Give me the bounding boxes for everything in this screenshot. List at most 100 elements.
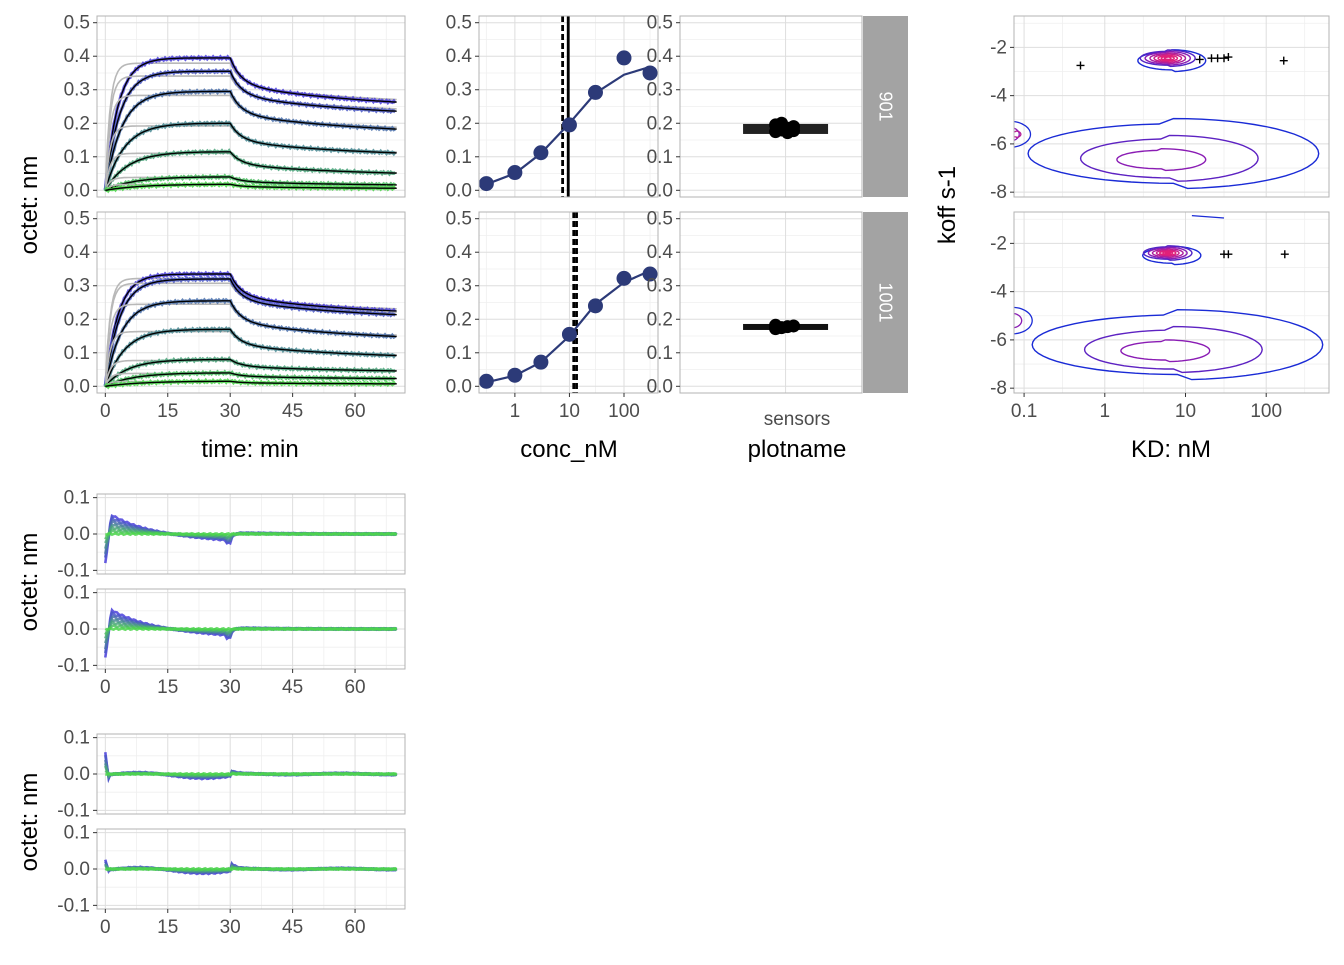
x-axis-title: KD: nM bbox=[1131, 436, 1211, 463]
x-tick-label: 30 bbox=[220, 917, 241, 938]
sensor-point bbox=[769, 318, 783, 332]
panel-border bbox=[478, 211, 659, 394]
panel-plot-area bbox=[743, 16, 829, 197]
kd-estimate-cross bbox=[1220, 54, 1228, 63]
plotname-panel-901: 0.0 0.1 0.2 0.3 0.4 0.5 bbox=[647, 13, 863, 201]
local-fit-curve bbox=[104, 70, 397, 191]
dose-point bbox=[642, 65, 658, 81]
y-tick-label: -6 bbox=[990, 330, 1007, 351]
x-axis-title: conc_nM bbox=[520, 436, 617, 463]
kd-estimate-cross bbox=[1279, 56, 1288, 65]
density-contour bbox=[1031, 308, 1324, 381]
facet-strip bbox=[863, 212, 908, 393]
density-contour bbox=[1164, 251, 1172, 255]
x-tick-label: 10 bbox=[559, 401, 580, 422]
y-tick-label: 0.3 bbox=[446, 276, 472, 297]
sensorgram-panel-1001: 0.0 0.1 0.2 0.3 0.4 0.5 0 15 30 45 60 bbox=[64, 209, 406, 422]
panel-plot-area bbox=[1014, 214, 1324, 381]
sensor-point bbox=[787, 319, 801, 333]
kd-estimate-cross bbox=[1280, 250, 1289, 259]
panel-plot-area bbox=[103, 270, 397, 390]
y-tick-label: -0.1 bbox=[57, 895, 90, 916]
panel-border bbox=[96, 211, 406, 394]
x-tick-label: 0 bbox=[100, 677, 111, 698]
density-contour bbox=[1163, 56, 1172, 61]
local-fit-curve bbox=[104, 358, 397, 387]
density-contour bbox=[1079, 134, 1259, 182]
panel-plot-area bbox=[104, 607, 398, 658]
x-tick-label: 0 bbox=[100, 401, 111, 422]
density-contour bbox=[1157, 54, 1179, 62]
x-tick-label: 45 bbox=[282, 677, 303, 698]
kd-estimate-cross bbox=[1076, 61, 1085, 70]
local-fit-curve bbox=[105, 380, 397, 387]
y-tick-label: 0.1 bbox=[64, 728, 90, 749]
density-contour bbox=[1147, 246, 1188, 260]
y-tick-label: 0.4 bbox=[64, 242, 91, 263]
x-tick-label: 1 bbox=[1099, 401, 1110, 422]
dose-point bbox=[561, 117, 577, 133]
residual-trace bbox=[105, 771, 398, 777]
y-tick-label: 0.1 bbox=[446, 147, 472, 168]
y-tick-label: 0.0 bbox=[446, 180, 472, 201]
panel-border bbox=[679, 211, 863, 394]
dose-point bbox=[616, 270, 632, 286]
panel-plot-area bbox=[104, 752, 398, 784]
panel-plot-area bbox=[743, 212, 829, 393]
y-tick-label: -6 bbox=[990, 134, 1007, 155]
panel-border bbox=[96, 15, 406, 198]
facet-strip bbox=[863, 16, 908, 197]
x-tick-label: 15 bbox=[157, 677, 178, 698]
density-contour bbox=[1083, 325, 1263, 374]
x-tick-label: 30 bbox=[220, 401, 241, 422]
y-axis-title: octet: nm bbox=[16, 533, 43, 632]
y-tick-label: 0.5 bbox=[647, 209, 673, 230]
y-tick-label: 0.2 bbox=[446, 113, 472, 134]
y-tick-label: 0.3 bbox=[647, 276, 673, 297]
y-tick-label: -0.1 bbox=[57, 560, 90, 581]
panel-plot-area bbox=[104, 514, 398, 564]
y-tick-label: 0.1 bbox=[64, 823, 90, 844]
density-contour bbox=[1014, 306, 1033, 335]
panel-plot-area bbox=[1014, 49, 1320, 190]
y-tick-label: 0.2 bbox=[446, 309, 472, 330]
density-contour bbox=[1149, 52, 1187, 65]
y-tick-label: 0.0 bbox=[64, 524, 90, 545]
density-contour bbox=[1159, 250, 1177, 256]
density-contour bbox=[1014, 130, 1022, 139]
y-tick-label: 0.1 bbox=[647, 343, 673, 364]
x-tick-label: 100 bbox=[1250, 401, 1282, 422]
dose-point bbox=[587, 84, 603, 100]
y-tick-label: 0.1 bbox=[64, 343, 90, 364]
y-tick-label: 0.2 bbox=[647, 309, 673, 330]
facet-strip-label: 1001 bbox=[876, 282, 896, 322]
x-tick-label: 15 bbox=[157, 401, 178, 422]
y-tick-label: 0.0 bbox=[647, 180, 673, 201]
residuals-a-panel-1001: -0.1 0.0 0.1 0 15 30 45 60 bbox=[57, 583, 406, 698]
y-tick-label: 0.3 bbox=[647, 80, 673, 101]
x-tick-label: 15 bbox=[157, 917, 178, 938]
x-tick-label: 60 bbox=[344, 677, 365, 698]
y-tick-label: 0.5 bbox=[64, 13, 90, 34]
local-fit-curve bbox=[104, 57, 397, 191]
panel-border bbox=[1013, 15, 1330, 198]
y-tick-label: -4 bbox=[990, 282, 1007, 303]
density-contour bbox=[1153, 53, 1183, 63]
y-tick-label: 0.0 bbox=[64, 376, 90, 397]
density-contour bbox=[1014, 120, 1032, 148]
panel-background bbox=[1014, 212, 1329, 393]
y-tick-label: 0.1 bbox=[64, 583, 90, 604]
y-tick-label: 0.4 bbox=[647, 46, 674, 67]
x-tick-label: sensors bbox=[764, 409, 831, 430]
dose-point bbox=[479, 373, 494, 389]
local-fit-curve bbox=[104, 176, 397, 191]
y-tick-label: 0.5 bbox=[446, 13, 472, 34]
y-tick-label: 0.2 bbox=[64, 113, 90, 134]
dose-point bbox=[507, 367, 523, 383]
kd-estimate-cross bbox=[1195, 55, 1204, 64]
x-tick-label: 1 bbox=[510, 401, 521, 422]
kd-estimate-cross bbox=[1224, 250, 1233, 259]
y-tick-label: -2 bbox=[990, 233, 1007, 254]
panel-border bbox=[478, 15, 659, 198]
